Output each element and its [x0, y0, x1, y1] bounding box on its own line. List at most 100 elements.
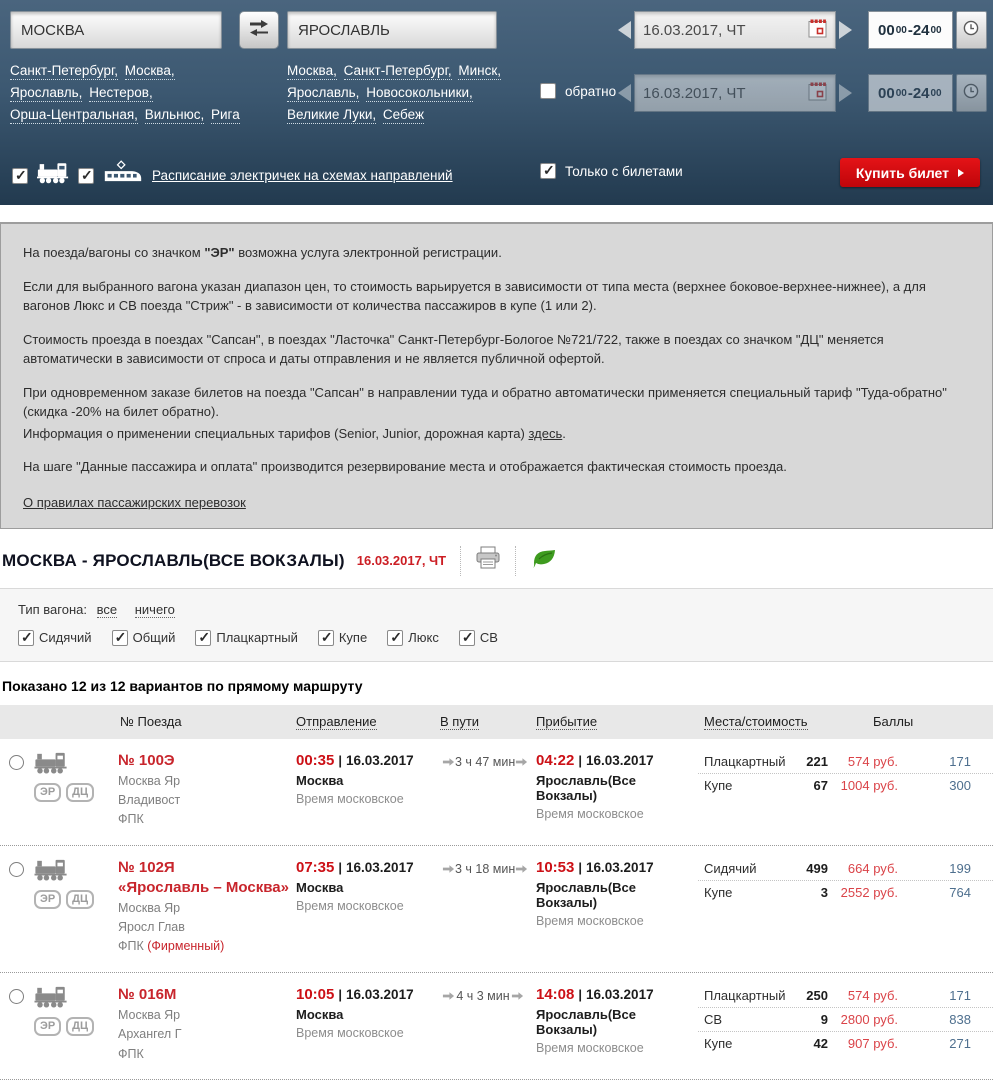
date-next-arrow[interactable] — [839, 21, 852, 39]
electric-train-icon — [103, 160, 143, 191]
passenger-rules-link[interactable]: О правилах пассажирских перевозок — [23, 494, 246, 510]
col-duration-sort[interactable]: В пути — [440, 714, 480, 730]
from-station-input[interactable] — [10, 11, 222, 49]
locomotive-icon — [37, 162, 69, 189]
firm-label: (Фирменный) — [147, 939, 225, 954]
from-city-link[interactable]: Вильнюс, — [144, 107, 205, 124]
outbound-date-group: 16.03.2017, ЧТ — [618, 11, 852, 49]
type-common-checkbox[interactable] — [111, 629, 128, 646]
train-select-radio[interactable] — [9, 754, 24, 770]
arrow-icon — [442, 862, 455, 877]
bonus-points-link[interactable]: 271 — [949, 1035, 971, 1051]
select-all-link[interactable]: все — [96, 601, 118, 618]
from-city-link[interactable]: Рига — [211, 107, 240, 124]
bonus-points-link[interactable]: 171 — [949, 987, 971, 1003]
train-row: ЭР ДЦ № 102Я «Ярославль – Москва» Москва… — [0, 846, 993, 973]
select-none-link[interactable]: ничего — [134, 601, 175, 618]
bonus-points-link[interactable]: 171 — [949, 753, 971, 769]
long-distance-trains-checkbox[interactable] — [12, 167, 28, 184]
to-city-link[interactable]: Ярославль, — [287, 85, 360, 102]
departure-station: Москва — [296, 1006, 344, 1022]
col-arrival-sort[interactable]: Прибытие — [536, 714, 598, 730]
return-checkbox[interactable] — [540, 83, 556, 99]
train-select-radio[interactable] — [9, 988, 24, 1004]
train-number-link[interactable]: № 016М — [118, 985, 177, 1003]
departure-time: 07:35 — [296, 858, 335, 876]
from-city-link[interactable]: Орша-Центральная, — [10, 107, 138, 124]
bonus-points-link[interactable]: 199 — [949, 860, 971, 876]
arrow-icon — [442, 755, 455, 770]
clock-icon — [963, 83, 979, 104]
from-city-link[interactable]: Нестеров, — [89, 85, 153, 102]
to-city-link[interactable]: Санкт-Петербург, — [343, 63, 452, 80]
tickets-only-checkbox[interactable] — [540, 162, 556, 179]
divider — [460, 545, 462, 576]
outbound-date-field[interactable]: 16.03.2017, ЧТ — [634, 11, 836, 49]
departure-station: Москва — [296, 879, 344, 895]
bonus-points-link[interactable]: 764 — [949, 884, 971, 900]
train-destination: Владивост — [118, 792, 181, 807]
wagon-type-option: Купе — [317, 629, 367, 646]
route-date: 16.03.2017, ЧТ — [356, 553, 447, 568]
type-seated-checkbox[interactable] — [18, 629, 34, 646]
fare-line: Купе 67 1004 руб. 300 — [698, 772, 993, 797]
train-carrier: ФПК — [118, 812, 144, 827]
train-origin: Москва Яр — [118, 773, 181, 788]
bonus-points-link[interactable]: 300 — [949, 777, 971, 793]
suburban-schedule-link[interactable]: Расписание электричек на схемах направле… — [152, 168, 453, 183]
to-station-input[interactable] — [287, 11, 497, 49]
departure-time: 00:35 — [296, 751, 335, 769]
print-icon[interactable] — [475, 546, 501, 575]
col-seats-sort[interactable]: Места/стоимость — [704, 714, 808, 730]
buy-ticket-button[interactable]: Купить билет — [839, 158, 980, 187]
notice-roundtrip-tariff: При одновременном заказе билетов на поез… — [23, 384, 947, 420]
dc-badge: ДЦ — [66, 1016, 95, 1036]
to-city-link[interactable]: Себеж — [382, 107, 424, 124]
to-city-link[interactable]: Москва, — [287, 63, 337, 80]
col-departure-sort[interactable]: Отправление — [296, 714, 377, 730]
train-select-radio[interactable] — [9, 861, 24, 877]
type-lux-checkbox[interactable] — [387, 629, 404, 646]
train-origin: Москва Яр — [118, 900, 181, 915]
swap-stations-button[interactable] — [239, 11, 279, 49]
date-prev-arrow[interactable] — [618, 21, 631, 39]
from-city-link[interactable]: Ярославль, — [10, 85, 83, 102]
er-badge: ЭР — [34, 782, 62, 802]
arrow-icon — [511, 989, 524, 1004]
departure-station: Москва — [296, 772, 344, 788]
tariffs-here-link[interactable]: здесь — [528, 425, 563, 441]
type-coupe-checkbox[interactable] — [317, 629, 334, 646]
train-carrier: ФПК (Фирменный) — [118, 939, 225, 954]
train-number-link[interactable]: № 102Я — [118, 858, 175, 876]
seat-price: 664 руб. — [847, 860, 898, 876]
to-city-link[interactable]: Великие Луки, — [287, 107, 377, 124]
return-date-value: 16.03.2017, ЧТ — [643, 84, 746, 102]
train-destination: Яросл Глав — [118, 920, 185, 934]
train-number-link[interactable]: № 100Э — [118, 751, 175, 769]
eco-leaf-icon[interactable] — [530, 547, 557, 575]
arrival-date: 16.03.2017 — [586, 752, 654, 768]
to-city-link[interactable]: Минск, — [458, 63, 502, 80]
calendar-icon[interactable] — [808, 19, 827, 42]
arrival-station: Ярославль(Все Вокзалы) — [536, 879, 637, 910]
fare-line: Плацкартный 250 574 руб. 171 — [698, 986, 993, 1007]
arrival-date: 16.03.2017 — [586, 859, 654, 875]
fares: Сидячий 499 664 руб. 199 Купе 3 2552 руб… — [698, 859, 993, 957]
to-city-link[interactable]: Новосокольники, — [366, 85, 473, 102]
bonus-points-link[interactable]: 838 — [949, 1011, 971, 1027]
outbound-time-button[interactable] — [955, 11, 987, 49]
swap-arrows-icon — [248, 19, 270, 41]
type-sv-checkbox[interactable] — [458, 629, 475, 646]
notice-dynamic-pricing: Стоимость проезда в поездах "Сапсан", в … — [23, 331, 884, 367]
trip-duration: 3 ч 18 мин — [455, 861, 516, 876]
suburban-trains-checkbox[interactable] — [78, 167, 94, 184]
seat-count: 250 — [806, 987, 828, 1003]
from-city-link[interactable]: Москва, — [124, 63, 175, 80]
tickets-only-label: Только с билетами — [565, 163, 683, 179]
timezone-note: Время московское — [296, 898, 404, 913]
timezone-note: Время московское — [536, 1040, 644, 1055]
from-city-link[interactable]: Санкт-Петербург, — [10, 63, 118, 80]
locomotive-icon — [34, 752, 68, 778]
train-type-toggles: Расписание электричек на схемах направле… — [12, 160, 453, 191]
type-platzkart-checkbox[interactable] — [195, 629, 212, 646]
